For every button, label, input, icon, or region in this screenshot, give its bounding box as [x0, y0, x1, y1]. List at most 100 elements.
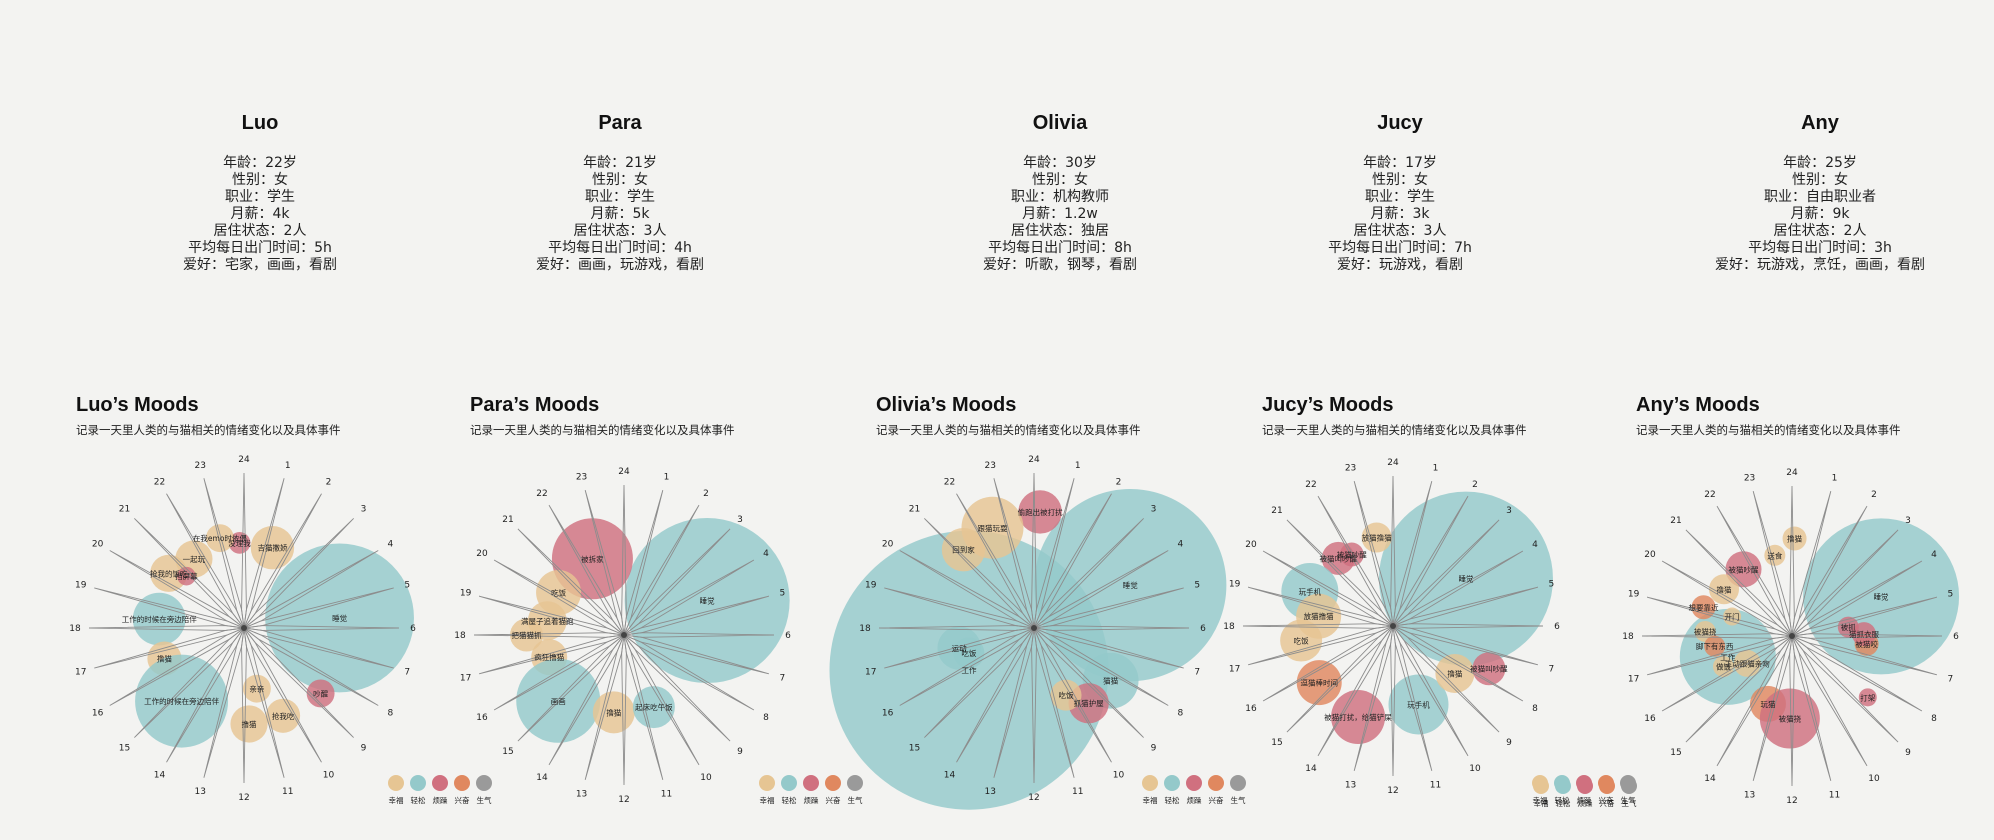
hour-tick: 13 — [1345, 780, 1356, 790]
hour-tick: 23 — [195, 461, 206, 471]
hour-tick: 20 — [92, 540, 104, 550]
hour-tick: 7 — [404, 668, 410, 678]
bubble-label: 被猫吵醒 — [1337, 550, 1367, 560]
bubble-label: 撸猫 — [606, 707, 621, 717]
bubble-label: 被猫吵醒 — [1729, 564, 1759, 574]
legend-label: 生气 — [848, 795, 863, 805]
mood-bubble — [1321, 541, 1355, 575]
profile-line: 爱好：宅家，画画，看剧 — [183, 257, 337, 273]
legend-label: 轻松 — [1555, 795, 1571, 805]
legend: 幸福 轻松 烦躁 兴奋 生气 — [1142, 775, 1246, 805]
hour-tick: 22 — [154, 478, 165, 488]
hour-tick: 15 — [1271, 738, 1282, 748]
profile-line: 职业：自由职业者 — [1764, 189, 1876, 205]
bubble-label: 撸猫 — [1717, 584, 1732, 594]
legend-label: 烦躁 — [433, 796, 448, 805]
hour-tick: 23 — [576, 473, 587, 483]
hour-tick: 21 — [909, 504, 920, 514]
profile-line: 居住状态：2人 — [1773, 223, 1867, 239]
hour-tick: 12 — [618, 795, 629, 805]
bubble-label: 睡觉 — [332, 613, 347, 623]
profile-para: Para 年龄：21岁 性别：女 职业：学生 月薪：5k 居住状态：3人 平均每日出门时间：… — [470, 112, 770, 274]
profile-line: 性别：女 — [1032, 172, 1088, 188]
chart-3: 123456789101112131415161718192021222324睡… — [1223, 458, 1636, 805]
hour-tick: 8 — [1177, 709, 1183, 719]
hour-tick: 4 — [1931, 550, 1937, 560]
hour-tick: 9 — [737, 747, 743, 757]
bubble-label: 亲亲 — [249, 684, 264, 694]
hour-tick: 1 — [285, 461, 291, 471]
mood-bubble — [1782, 526, 1807, 551]
bubble-label: 做饭 — [1716, 662, 1732, 672]
chart-subtitle: 记录一天里人类的与猫相关的情绪变化以及具体事件 — [470, 423, 735, 437]
bubble-label: 撸猫 — [1447, 668, 1463, 678]
hour-tick: 2 — [1116, 478, 1122, 488]
hour-tick: 10 — [1469, 764, 1481, 774]
profile-line: 居住状态：3人 — [1353, 223, 1447, 239]
legend-label: 生气 — [1621, 795, 1637, 805]
hour-tick: 3 — [1905, 516, 1911, 526]
hour-tick: 2 — [1871, 490, 1877, 500]
profile-line: 职业：学生 — [225, 189, 295, 205]
chart-0: 123456789101112131415161718192021222324睡… — [69, 455, 492, 805]
bubble-labels: 睡觉工作撸猫送食被猫吵醒撸猫想要靠近开门被猫挠脚下有东西做饭主动跟猫亲吻玩猫被猫… — [1689, 534, 1890, 724]
legend-label: 兴奋 — [455, 795, 470, 805]
legend-swatch — [1186, 775, 1202, 791]
profile-line: 年龄：30岁 — [1023, 155, 1097, 171]
bubble-label: 一起玩 — [183, 555, 206, 564]
legend-label: 幸福 — [1533, 796, 1549, 805]
bubble-label: 吃饭 — [1294, 636, 1310, 646]
hour-tick: 19 — [1628, 590, 1640, 600]
legend-label: 轻松 — [411, 795, 426, 805]
hour-tick: 15 — [119, 744, 130, 754]
hour-tick: 2 — [326, 478, 332, 488]
bubble-label: 被猫打扰，给猫铲屎 — [1324, 712, 1392, 722]
hour-tick: 5 — [1194, 580, 1200, 590]
bubble-label: 玩猫 — [1760, 699, 1775, 709]
hour-tick: 21 — [502, 515, 513, 525]
profile-line: 居住状态：独居 — [1011, 223, 1109, 239]
legend-label: 兴奋 — [1209, 795, 1225, 805]
hour-tick: 15 — [1670, 748, 1681, 758]
profile-line: 月薪：5k — [590, 206, 650, 222]
bubble-label: 撸猫 — [1787, 534, 1803, 544]
hour-spike — [621, 484, 627, 636]
hour-tick: 8 — [1931, 714, 1937, 724]
bubble-label: 满屋子追着猫跑 — [521, 616, 574, 626]
profile-name: Jucy — [1377, 112, 1423, 134]
legend-swatch — [1621, 778, 1637, 794]
mood-bubble — [592, 691, 635, 734]
bubble-label: 抢我吃 — [272, 711, 295, 721]
hour-tick: 23 — [1345, 464, 1356, 474]
legend-swatch — [1533, 778, 1549, 794]
hour-tick: 17 — [1229, 664, 1240, 674]
profile-line: 平均每日出门时间：4h — [548, 240, 692, 256]
chart-title: Olivia’s Moods — [876, 394, 1017, 416]
hour-tick: 13 — [1744, 790, 1755, 800]
hour-tick: 20 — [882, 540, 894, 550]
hour-tick: 1 — [1832, 474, 1838, 484]
legend-label: 生气 — [1622, 798, 1638, 808]
bubble-labels: 睡觉吉猫撒娇没理我在我emo时依偎一起玩抢我的饭吃挡屏幕工作的时候在旁边陪伴撸猫… — [122, 533, 348, 729]
hour-tick: 6 — [1953, 632, 1959, 642]
hour-tick: 17 — [75, 668, 86, 678]
legend-label: 烦躁 — [1578, 799, 1594, 808]
profile-line: 年龄：21岁 — [583, 155, 657, 171]
mood-bubble — [1858, 688, 1877, 707]
legend-label: 烦躁 — [1577, 796, 1593, 805]
hour-tick: 11 — [661, 789, 672, 799]
hour-tick: 15 — [909, 744, 920, 754]
bubble-label: 玩手机 — [1407, 699, 1430, 709]
profile-line: 爱好：画画，玩游戏，看剧 — [536, 257, 704, 273]
legend-label: 烦躁 — [1187, 796, 1203, 805]
bubble-label: 吉猫撒娇 — [257, 543, 287, 553]
bubble-label: 猫抓衣服 — [1849, 629, 1879, 639]
chart-2: 123456789101112131415161718192021222324睡… — [829, 455, 1246, 810]
chart-center — [1390, 623, 1396, 629]
bubble-label: 把猫猫抓 — [512, 630, 542, 640]
legend-swatch — [432, 775, 448, 791]
bubble-label: 脚下有东西 — [1696, 641, 1734, 651]
bubble-label: 在我emo时依偎 — [193, 533, 248, 543]
